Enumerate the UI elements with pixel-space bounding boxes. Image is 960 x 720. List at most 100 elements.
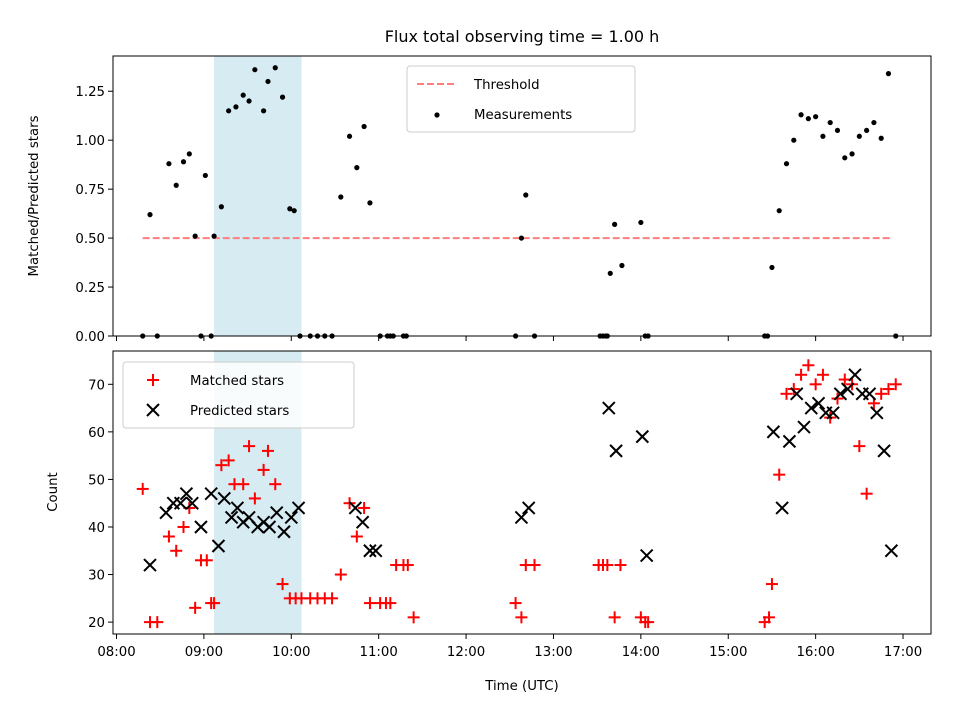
predicted-star-marker bbox=[639, 548, 654, 563]
measurement-point bbox=[776, 208, 782, 214]
matched-star-marker bbox=[831, 392, 844, 405]
predicted-star-marker bbox=[348, 501, 363, 515]
y-tick-label: 0.50 bbox=[75, 232, 105, 247]
y-tick-label: 60 bbox=[88, 426, 105, 441]
measurement-point bbox=[834, 127, 841, 134]
measurement-point bbox=[849, 151, 855, 157]
measurement-point bbox=[827, 119, 833, 126]
y-tick-label: 70 bbox=[88, 378, 105, 393]
x-axis-ticks: 08:00 09:00 10:00 11:00 12:00 13:00 14:00 15:00… bbox=[97, 634, 922, 660]
measurement-point bbox=[783, 161, 790, 167]
legend-predicted-swatch bbox=[146, 403, 160, 417]
matched-star-marker bbox=[515, 611, 528, 624]
matched-star-marker bbox=[248, 492, 261, 505]
measurement-point bbox=[180, 159, 187, 165]
matched-star-marker bbox=[276, 578, 289, 591]
predicted-star-marker bbox=[833, 387, 848, 401]
predicted-star-marker bbox=[262, 520, 277, 534]
highlight-span bbox=[214, 56, 302, 336]
measurement-point bbox=[813, 114, 819, 120]
matched-stars-points bbox=[136, 359, 902, 629]
predicted-star-marker bbox=[143, 558, 157, 572]
measurement-point bbox=[791, 137, 797, 143]
predicted-star-marker bbox=[185, 496, 199, 510]
matched-star-marker bbox=[614, 559, 627, 572]
measurement-point bbox=[798, 112, 804, 118]
predicted-stars-points bbox=[143, 368, 899, 572]
predicted-star-marker bbox=[862, 387, 877, 401]
matched-star-marker bbox=[780, 387, 793, 400]
measurement-point bbox=[186, 151, 192, 157]
y-tick-label: 1.25 bbox=[75, 85, 105, 100]
measurement-point bbox=[279, 94, 286, 100]
legend-box bbox=[406, 65, 636, 133]
matched-star-marker bbox=[401, 559, 414, 572]
measurement-point bbox=[346, 133, 353, 139]
matched-star-marker bbox=[875, 387, 888, 400]
y-tick-label: 30 bbox=[88, 569, 105, 584]
x-axis-label: Time (UTC) bbox=[484, 679, 559, 694]
y-axis-ticks: 20 30 40 50 60 70 bbox=[88, 378, 113, 631]
predicted-star-marker bbox=[609, 444, 623, 458]
legend-measurements-label: Measurements bbox=[474, 108, 572, 123]
predicted-star-marker bbox=[194, 520, 208, 534]
predicted-star-marker bbox=[270, 506, 284, 520]
predicted-star-marker bbox=[369, 544, 383, 558]
measurement-point bbox=[211, 233, 217, 239]
predicted-star-marker bbox=[291, 501, 306, 515]
predicted-star-marker bbox=[602, 401, 616, 415]
predicted-star-marker bbox=[514, 510, 529, 525]
matched-star-marker bbox=[853, 440, 866, 453]
x-tick-label: 11:00 bbox=[360, 645, 398, 660]
predicted-star-marker bbox=[230, 501, 245, 515]
matched-star-marker bbox=[816, 368, 829, 381]
measurement-point bbox=[856, 133, 862, 139]
predicted-star-marker bbox=[870, 406, 884, 420]
y-tick-label: 40 bbox=[88, 521, 105, 536]
measurement-point bbox=[338, 194, 344, 200]
predicted-star-marker bbox=[284, 510, 298, 525]
y-axis-label: Matched/Predicted stars bbox=[27, 115, 42, 276]
measurement-point bbox=[202, 172, 208, 179]
matched-star-marker bbox=[608, 611, 621, 624]
matched-star-marker bbox=[601, 559, 614, 572]
matched-star-marker bbox=[889, 378, 902, 391]
measurement-point bbox=[147, 212, 153, 218]
y-tick-label: 50 bbox=[88, 473, 105, 488]
predicted-star-marker bbox=[635, 429, 650, 444]
y-tick-label: 20 bbox=[88, 616, 105, 631]
predicted-star-marker bbox=[775, 501, 789, 515]
matched-star-marker bbox=[136, 482, 149, 495]
matched-star-marker bbox=[237, 478, 250, 491]
matched-star-marker bbox=[151, 616, 164, 629]
matched-star-marker bbox=[642, 616, 655, 629]
matched-star-marker bbox=[384, 597, 397, 610]
predicted-star-marker bbox=[363, 544, 377, 558]
x-tick-label: 09:00 bbox=[185, 645, 223, 660]
matched-star-marker bbox=[358, 501, 371, 514]
predicted-star-marker bbox=[877, 444, 891, 458]
matched-star-marker bbox=[189, 601, 202, 614]
matched-star-marker bbox=[177, 520, 190, 533]
matched-star-marker bbox=[509, 597, 522, 610]
measurement-point bbox=[619, 262, 625, 269]
matched-star-marker bbox=[882, 383, 895, 396]
measurement-point bbox=[240, 92, 246, 98]
x-tick-label: 13:00 bbox=[534, 645, 572, 660]
matched-star-marker bbox=[269, 478, 282, 491]
legend-measurements-swatch bbox=[434, 112, 440, 118]
measurement-point bbox=[291, 208, 297, 214]
matched-star-marker bbox=[222, 454, 235, 467]
measurement-point bbox=[607, 270, 613, 276]
highlight-span-rect bbox=[214, 56, 302, 336]
measurement-point bbox=[265, 78, 271, 85]
matched-star-marker bbox=[350, 530, 363, 543]
x-tick-label: 08:00 bbox=[97, 645, 135, 660]
predicted-star-marker bbox=[277, 525, 291, 539]
matched-star-marker bbox=[257, 463, 270, 476]
matched-star-marker bbox=[261, 444, 274, 457]
legend-matched-swatch bbox=[147, 374, 159, 386]
measurement-point bbox=[173, 182, 179, 188]
predicted-star-marker bbox=[848, 368, 862, 382]
